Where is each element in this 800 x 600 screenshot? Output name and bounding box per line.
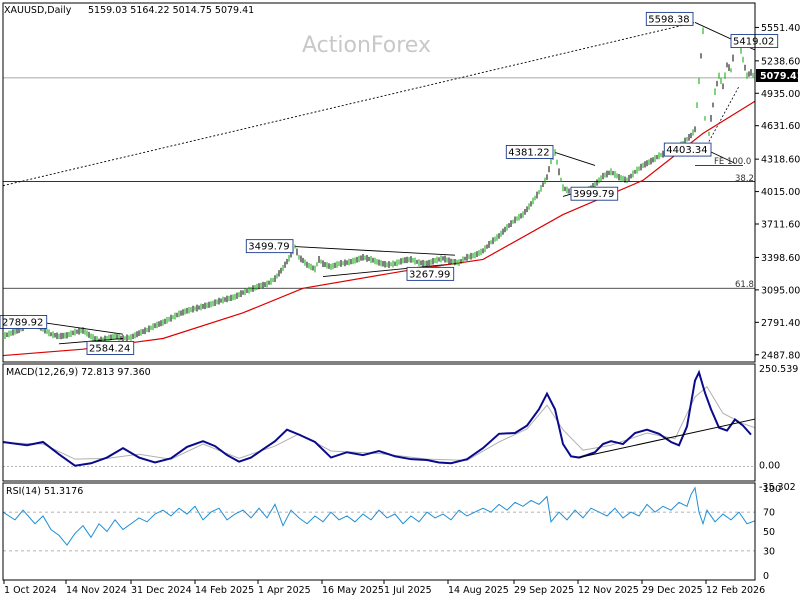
annotation-box [505, 145, 554, 159]
rsi-line [2, 486, 756, 546]
annotation-label: 5419.02 [733, 37, 774, 48]
annotation-label: 2584.24 [89, 343, 130, 354]
price-tick-label: 5551.40 [761, 23, 800, 34]
wedge-upper-line [34, 320, 124, 335]
annotation-box [0, 315, 48, 329]
time-axis: 1 Oct 2024 14 Nov 2024 31 Dec 2024 14 Feb 2… [3, 580, 765, 596]
triangle-upper-line [294, 246, 456, 256]
annotation-box [663, 142, 712, 157]
annotation-box [406, 266, 455, 281]
annotation-box [245, 239, 294, 254]
price-tick-label: 4015.00 [761, 187, 800, 198]
annotation-box [570, 186, 619, 201]
time-tick-label: 12 Feb 2026 [706, 585, 765, 596]
macd-title: MACD(12,26,9) 72.813 97.360 [6, 367, 151, 378]
fib-label-fe100: FE 100.0 [714, 157, 751, 167]
rsi-tick-label: 70 [763, 508, 775, 519]
time-tick-label: 14 Feb 2025 [195, 585, 254, 596]
pane-border-0 [2, 2, 756, 363]
time-tick-label: 29 Sep 2025 [514, 585, 574, 596]
time-tick-label: 1 Apr 2025 [258, 585, 311, 596]
price-tick-label: 3398.60 [761, 253, 800, 264]
annotation-box [730, 34, 779, 49]
rsi-tick-label: 100 [763, 484, 781, 495]
annotation-box [645, 11, 694, 26]
annotation-label: 4381.22 [508, 147, 549, 158]
price-tick-label: 2487.80 [761, 350, 800, 361]
current-price-bg [756, 69, 798, 82]
macd-tick-label: 250.539 [759, 364, 798, 375]
annotation-label: 3267.99 [409, 269, 450, 280]
annotation-label: 3499.79 [248, 242, 289, 253]
rsi-tick-label: 0 [763, 571, 769, 582]
ohlc-readout: 5159.03 5164.22 5014.75 5079.41 [88, 5, 254, 16]
annotation-label: 4403.34 [666, 145, 707, 156]
pane-border-2 [2, 482, 756, 581]
time-tick-label: 12 Nov 2025 [578, 585, 639, 596]
chart-title: XAUUSD,Daily [4, 5, 72, 16]
macd-trendline [578, 418, 756, 459]
price-tick-label: 3095.00 [761, 285, 800, 296]
price-tick-label: 4935.00 [761, 89, 800, 100]
price-tick-label: 5238.60 [761, 56, 800, 67]
annotation-label: 3999.79 [573, 189, 614, 200]
fib-line [706, 149, 736, 164]
dotted-trendline [2, 21, 696, 187]
time-tick-label: 14 Aug 2025 [448, 585, 509, 596]
watermark: ActionForex [302, 33, 431, 58]
price-tick-label: 2791.40 [761, 318, 800, 329]
rsi-title: RSI(14) 51.3176 [6, 486, 83, 497]
macd-tick-label: -35.302 [759, 482, 796, 493]
chart-frame [2, 2, 756, 581]
fib-label-61-8: 61.8 [735, 280, 754, 290]
macd-tick-label: 0.00 [759, 461, 780, 472]
current-price-tag: 5079.41 [756, 69, 800, 82]
time-tick-label: 31 Dec 2024 [131, 585, 192, 596]
time-tick-label: 16 May 2025 [322, 585, 384, 596]
annotation-box [86, 341, 135, 355]
pane-border-1 [2, 363, 756, 482]
price-tick-label: 4631.60 [761, 121, 800, 132]
rising-dotted-line [706, 86, 740, 146]
macd-signal-line [2, 385, 756, 461]
price-tick-label: 4318.60 [761, 155, 800, 166]
rsi-tick-label: 50 [763, 527, 775, 538]
time-tick-label: 14 Nov 2024 [66, 585, 127, 596]
rsi-tick-label: 30 [763, 546, 775, 557]
flag-upper-line [554, 152, 596, 166]
macd-line [2, 369, 752, 467]
price-tick-label: 3711.60 [761, 219, 800, 230]
moving-average-line [2, 100, 756, 357]
macd-pane[interactable]: MACD(12,26,9) 72.813 97.360 250.539 0.00 -3… [2, 364, 798, 493]
rsi-pane[interactable]: RSI(14) 51.3176 100 70 50 30 0 [2, 484, 781, 582]
fib-label-38-2: 38.2 [735, 174, 754, 184]
time-tick-label: 29 Dec 2025 [642, 585, 703, 596]
price-pane[interactable]: 5551.40 5238.60 4935.00 4631.60 4318.60 4015.… [0, 11, 800, 361]
time-tick-label: 1 Oct 2024 [4, 585, 57, 596]
time-tick-label: 1 Jul 2025 [384, 585, 432, 596]
annotation-label: 5598.38 [648, 14, 689, 25]
annotation-label: 2789.92 [2, 317, 43, 328]
current-price-label: 5079.41 [760, 71, 800, 82]
triangle-lower-line [322, 263, 456, 277]
